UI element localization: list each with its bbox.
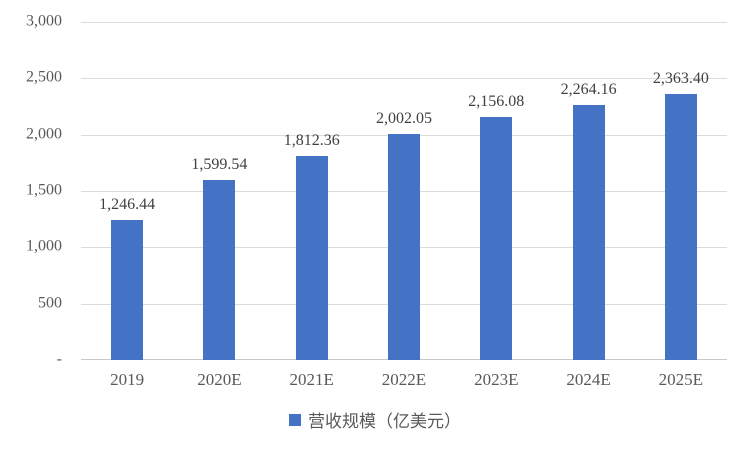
x-axis-tick-label-2021E: 2021E bbox=[289, 370, 334, 389]
bar-2021E bbox=[295, 155, 328, 360]
data-label-2021E: 1,812.36 bbox=[283, 131, 340, 149]
bar-2023E bbox=[480, 117, 513, 360]
legend-label: 营收规模（亿美元） bbox=[308, 412, 461, 431]
legend: 营收规模（亿美元） bbox=[0, 407, 750, 432]
gridline bbox=[81, 78, 727, 80]
data-label-2025E: 2,363.40 bbox=[652, 69, 709, 87]
x-axis-tick-label-2023E: 2023E bbox=[474, 370, 519, 389]
data-label-2023E: 2,156.08 bbox=[468, 93, 525, 111]
data-label-2020E: 1,599.54 bbox=[191, 155, 248, 173]
y-axis-tick-label: 1,000 bbox=[26, 238, 62, 256]
y-axis-tick-label: - bbox=[56, 350, 62, 368]
data-label-2024E: 2,264.16 bbox=[560, 80, 617, 98]
y-axis-tick-label: 1,500 bbox=[26, 181, 62, 199]
bar-2020E bbox=[203, 179, 236, 360]
bar-2024E bbox=[572, 104, 605, 360]
bar-2022E bbox=[388, 134, 420, 360]
y-axis-tick-label: 500 bbox=[38, 294, 62, 312]
y-axis-tick-label: 2,000 bbox=[26, 125, 62, 143]
bar-2019 bbox=[111, 219, 144, 360]
y-axis-tick-label: 2,500 bbox=[26, 69, 62, 87]
gridline bbox=[81, 22, 727, 23]
bar-2025E bbox=[664, 93, 697, 360]
x-axis-tick-label-2022E: 2022E bbox=[381, 370, 427, 389]
legend-marker-icon bbox=[289, 413, 301, 426]
plot-area: 1,246.44 1,599.54 1,812.36 2,002.05 2,156.08… bbox=[81, 22, 727, 360]
x-axis-tick-label-2020E: 2020E bbox=[197, 370, 242, 389]
data-label-2019: 1,246.44 bbox=[99, 195, 156, 213]
x-axis-tick-labels: 2019 2020E 2021E 2022E 2023E 2024E 2025E bbox=[81, 369, 727, 391]
x-axis-tick-label-2024E: 2024E bbox=[566, 370, 611, 389]
data-label-2022E: 2,002.05 bbox=[376, 110, 432, 128]
x-axis-tick-label-2025E: 2025E bbox=[658, 370, 704, 389]
x-axis-tick-label-2019: 2019 bbox=[110, 370, 145, 389]
y-axis-tick-label: 3,000 bbox=[26, 12, 62, 30]
